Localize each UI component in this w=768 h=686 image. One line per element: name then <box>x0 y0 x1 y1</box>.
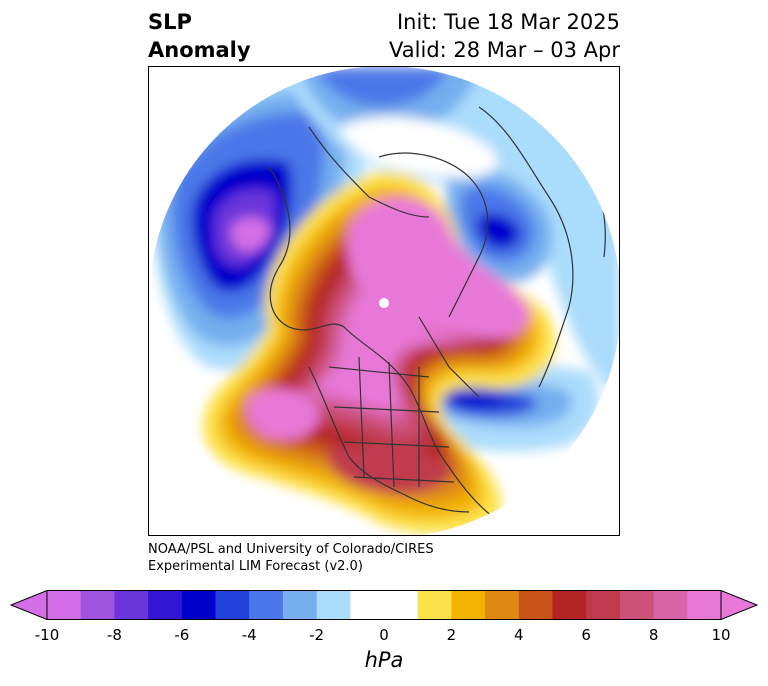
colorbar-tick-label: 0 <box>379 626 389 644</box>
colorbar-tick-label: -10 <box>34 626 60 644</box>
coastlines <box>268 86 606 528</box>
colorbar-tick-label: 6 <box>581 626 591 644</box>
map-canvas <box>149 67 619 535</box>
credit-text: NOAA/PSL and University of Colorado/CIRE… <box>148 541 434 575</box>
title-line-2: Anomaly <box>148 38 251 62</box>
colorbar-tick-label: -2 <box>309 626 325 644</box>
chart-title: SLP Anomaly <box>148 8 251 64</box>
colorbar-bin-0 <box>47 590 82 620</box>
pole-marker <box>379 298 389 308</box>
colorbar-tick-label: 8 <box>648 626 659 644</box>
colorbar-bin-14 <box>552 590 587 620</box>
colorbar-tick-label: -4 <box>241 626 257 644</box>
colorbar-bin-2 <box>114 590 149 620</box>
colorbar-bin-10 <box>417 590 452 620</box>
forecast-dates: Init: Tue 18 Mar 2025 Valid: 28 Mar – 03… <box>389 8 620 64</box>
colorbar-bin-8 <box>316 590 351 620</box>
colorbar-bin-11 <box>451 590 486 620</box>
colorbar-extend-low <box>10 590 48 620</box>
colorbar <box>10 590 758 620</box>
colorbar-tick-label: 4 <box>514 626 524 644</box>
colorbar-bin-15 <box>586 590 621 620</box>
colorbar-bin-17 <box>653 590 688 620</box>
colorbar-bin-9 <box>350 590 419 620</box>
colorbar-bin-3 <box>148 590 183 620</box>
colorbar-tick-label: -8 <box>106 626 122 644</box>
colorbar-bin-18 <box>687 590 722 620</box>
init-date: Init: Tue 18 Mar 2025 <box>396 10 620 34</box>
credit-line-1: NOAA/PSL and University of Colorado/CIRE… <box>148 542 434 557</box>
colorbar-extend-high <box>720 590 758 620</box>
colorbar-bin-4 <box>181 590 216 620</box>
anomaly-field <box>149 67 619 535</box>
credit-line-2: Experimental LIM Forecast (v2.0) <box>148 559 363 574</box>
colorbar-bin-5 <box>215 590 250 620</box>
valid-dates: Valid: 28 Mar – 03 Apr <box>389 38 620 62</box>
colorbar-bin-12 <box>485 590 520 620</box>
slp-anomaly-map <box>148 66 620 536</box>
colorbar-tick-label: -6 <box>174 626 190 644</box>
colorbar-bin-6 <box>249 590 284 620</box>
colorbar-unit: hPa <box>364 648 404 672</box>
colorbar-ticks: -10 -8 -6 -4 -2 0 2 4 6 8 10 <box>0 626 768 646</box>
colorbar-tick-label: 2 <box>446 626 457 644</box>
colorbar-frame <box>46 590 722 620</box>
colorbar-tick-label: 10 <box>711 626 731 644</box>
colorbar-bin-1 <box>80 590 115 620</box>
title-line-1: SLP <box>148 10 192 34</box>
colorbar-bin-16 <box>619 590 655 620</box>
colorbar-bin-7 <box>282 590 318 620</box>
colorbar-bin-13 <box>518 590 553 620</box>
